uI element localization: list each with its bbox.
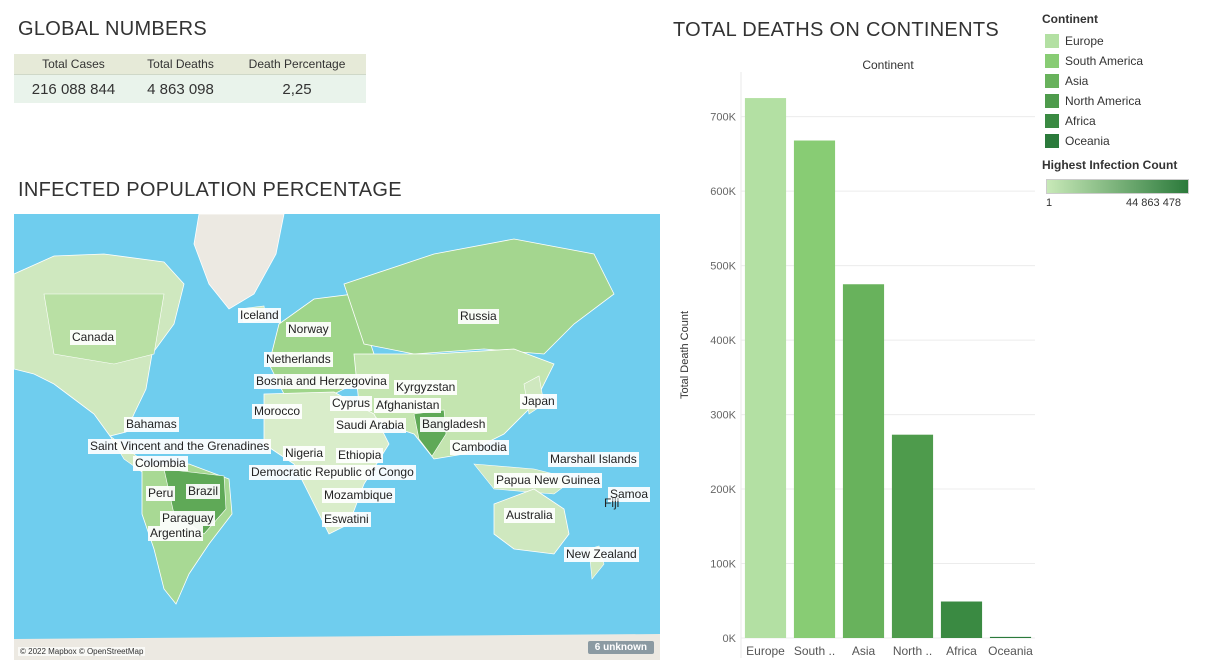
legend-label: Africa <box>1065 113 1096 128</box>
antarctica-shape <box>14 634 660 660</box>
map-label: Mozambique <box>322 488 395 503</box>
map-credit: © 2022 Mapbox © OpenStreetMap <box>18 647 146 656</box>
legend-label: Oceania <box>1065 133 1110 148</box>
map-label: Colombia <box>133 456 188 471</box>
y-tick-label: 0K <box>723 633 737 645</box>
y-tick-label: 400K <box>710 335 736 347</box>
legend-label: North America <box>1065 93 1142 108</box>
map-label: Marshall Islands <box>548 452 639 467</box>
map-label: Eswatini <box>322 512 371 527</box>
legend-label: Europe <box>1065 33 1104 48</box>
y-tick-label: 200K <box>710 484 736 496</box>
map-label: Morocco <box>252 404 303 419</box>
total-cases-header: Total Cases <box>14 54 133 75</box>
canada-shape <box>43 293 165 365</box>
bar[interactable] <box>744 98 787 638</box>
x-tick-label: South .. <box>794 644 835 658</box>
legend-item[interactable]: Europe <box>1045 32 1104 48</box>
y-tick-label: 500K <box>710 261 736 273</box>
bar-chart: Continent Total Death Count 0K 100K 200K 30… <box>679 58 1035 658</box>
x-tick-label: Europe <box>746 644 785 658</box>
bar[interactable] <box>989 636 1032 638</box>
legend-item[interactable]: North America <box>1045 92 1141 108</box>
continent-legend-title: Continent <box>1042 12 1098 26</box>
y-tick-label: 600K <box>710 186 736 198</box>
map-label: Fiji <box>604 496 620 510</box>
map-label: Bangladesh <box>420 417 488 432</box>
map-label: Iceland <box>238 308 281 323</box>
legend-swatch <box>1045 113 1059 128</box>
legend-item[interactable]: Asia <box>1045 72 1088 88</box>
map-label: Democratic Republic of Congo <box>249 465 416 480</box>
map-title: INFECTED POPULATION PERCENTAGE <box>18 179 402 201</box>
infection-gradient <box>1046 179 1189 194</box>
map-label: Cambodia <box>450 440 509 455</box>
map-label: Australia <box>504 508 555 523</box>
map-label: Russia <box>458 309 499 324</box>
bar[interactable] <box>842 284 885 638</box>
unknown-badge[interactable]: 6 unknown <box>587 641 654 654</box>
legend-label: South America <box>1065 53 1144 68</box>
world-map[interactable]: Iceland Norway Netherlands Bosnia and He… <box>14 214 660 660</box>
death-percentage-header: Death Percentage <box>228 54 366 75</box>
map-label: Kyrgyzstan <box>394 380 458 395</box>
y-tick-label: 700K <box>710 112 736 124</box>
map-label: Afghanistan <box>374 398 442 413</box>
death-percentage-value: 2,25 <box>228 74 366 103</box>
legend-item[interactable]: Oceania <box>1045 132 1110 148</box>
y-tick-label: 300K <box>710 410 736 422</box>
map-label: Peru <box>146 486 176 501</box>
legend-item[interactable]: Africa <box>1045 112 1096 128</box>
infection-max-label: 44 863 478 <box>1126 197 1182 209</box>
chart-title: TOTAL DEATHS ON CONTINENTS <box>673 19 999 41</box>
global-numbers-title: GLOBAL NUMBERS <box>18 18 208 40</box>
legend-swatch <box>1045 33 1059 48</box>
map-label: Samoa <box>608 487 651 502</box>
x-tick-label: Asia <box>852 644 876 658</box>
total-deaths-value: 4 863 098 <box>132 74 229 103</box>
x-tick-label: North .. <box>893 644 932 658</box>
map-label: Brazil <box>186 484 221 499</box>
map-label: Bahamas <box>124 417 179 432</box>
legend-label: Asia <box>1065 73 1089 88</box>
map-label: Ethiopia <box>336 448 384 463</box>
map-label: Saint Vincent and the Grenadines <box>88 439 272 454</box>
x-tick-label: Africa <box>946 644 977 658</box>
map-label: Nigeria <box>283 446 326 461</box>
greenland-shape <box>193 214 285 310</box>
bar[interactable] <box>940 601 983 638</box>
bar[interactable] <box>793 140 836 638</box>
legend-item[interactable]: South America <box>1045 52 1143 68</box>
map-label: Bosnia and Herzegovina <box>254 374 389 389</box>
map-label: Netherlands <box>264 352 333 367</box>
legend-swatch <box>1045 73 1059 88</box>
legend-swatch <box>1045 53 1059 68</box>
legend-swatch <box>1045 133 1059 148</box>
map-label: Cyprus <box>330 396 373 411</box>
map-label: Saudi Arabia <box>334 418 407 433</box>
total-deaths-header: Total Deaths <box>132 54 229 75</box>
chart-header: Continent <box>862 58 914 72</box>
map-label: Norway <box>286 322 331 337</box>
bar[interactable] <box>891 434 934 638</box>
map-label: Argentina <box>148 526 204 541</box>
infection-legend-title: Highest Infection Count <box>1042 158 1178 172</box>
legend-swatch <box>1045 93 1059 108</box>
map-land-shapes <box>14 214 660 660</box>
total-cases-value: 216 088 844 <box>14 74 133 103</box>
infection-min-label: 1 <box>1046 197 1053 209</box>
map-label: Papua New Guinea <box>494 473 603 488</box>
map-label: Japan <box>520 394 557 409</box>
x-tick-label: Oceania <box>988 644 1033 658</box>
global-numbers-table: Total Cases Total Deaths Death Percentag… <box>14 54 366 103</box>
russia-shape <box>343 238 615 355</box>
map-label: Canada <box>70 330 117 345</box>
y-axis-label: Total Death Count <box>679 311 691 399</box>
map-label: Paraguay <box>160 511 216 526</box>
map-label: New Zealand <box>564 547 639 562</box>
y-tick-label: 100K <box>710 559 736 571</box>
